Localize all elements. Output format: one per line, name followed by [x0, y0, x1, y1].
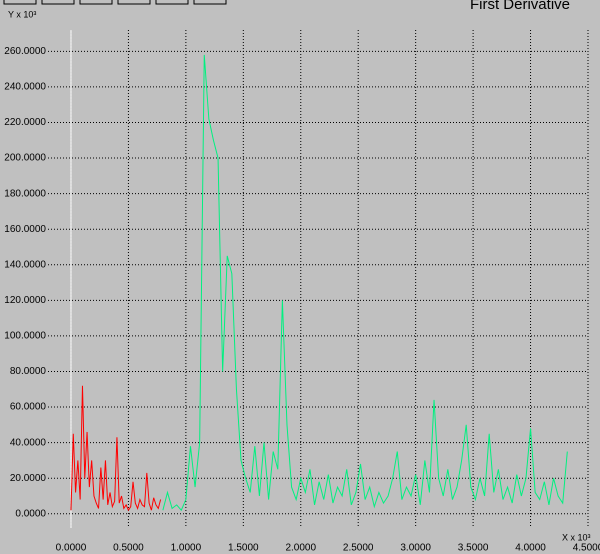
y-tick-label: 20.0000 — [10, 473, 47, 484]
x-tick-label: 4.5000 — [573, 543, 600, 554]
toolbar — [3, 0, 227, 5]
x-tick-label: 1.0000 — [171, 543, 202, 554]
x-tick-label: 4.0000 — [515, 543, 546, 554]
x-tick-label: 0.0000 — [56, 543, 87, 554]
y-tick-label: 40.0000 — [10, 437, 47, 448]
toolbar-button[interactable] — [155, 0, 189, 5]
x-tick-label: 3.0000 — [400, 543, 431, 554]
chart-title: First Derivative — [470, 0, 570, 13]
y-tick-label: 260.0000 — [4, 46, 46, 57]
y-tick-label: 200.0000 — [4, 153, 46, 164]
toolbar-button[interactable] — [79, 0, 113, 5]
x-tick-label: 2.0000 — [285, 543, 316, 554]
y-tick-label: 100.0000 — [4, 331, 46, 342]
x-tick-label: 0.5000 — [113, 543, 144, 554]
data-line — [162, 54, 568, 512]
y-tick-label: 0.0000 — [15, 508, 46, 519]
toolbar-button[interactable] — [193, 0, 227, 5]
y-tick-label: 120.0000 — [4, 295, 46, 306]
y-tick-label: 80.0000 — [10, 366, 47, 377]
x-axis-label: X x 10³ — [562, 532, 591, 542]
x-tick-label: 3.5000 — [458, 543, 489, 554]
toolbar-button[interactable] — [117, 0, 151, 5]
y-tick-label: 240.0000 — [4, 82, 46, 93]
y-tick-label: 180.0000 — [4, 188, 46, 199]
y-tick-label: 220.0000 — [4, 117, 46, 128]
x-tick-label: 2.5000 — [343, 543, 374, 554]
toolbar-button[interactable] — [3, 0, 37, 5]
y-tick-label: 160.0000 — [4, 224, 46, 235]
toolbar-button[interactable] — [41, 0, 75, 5]
x-tick-label: 1.5000 — [228, 543, 259, 554]
y-tick-label: 60.0000 — [10, 402, 47, 413]
data-line — [70, 385, 162, 512]
y-tick-label: 140.0000 — [4, 259, 46, 270]
y-axis-label: Y x 10³ — [8, 9, 36, 19]
plot-area: 0.0000 20.0000 40.0000 60.0000 80.0000 100.00… — [4, 30, 600, 554]
